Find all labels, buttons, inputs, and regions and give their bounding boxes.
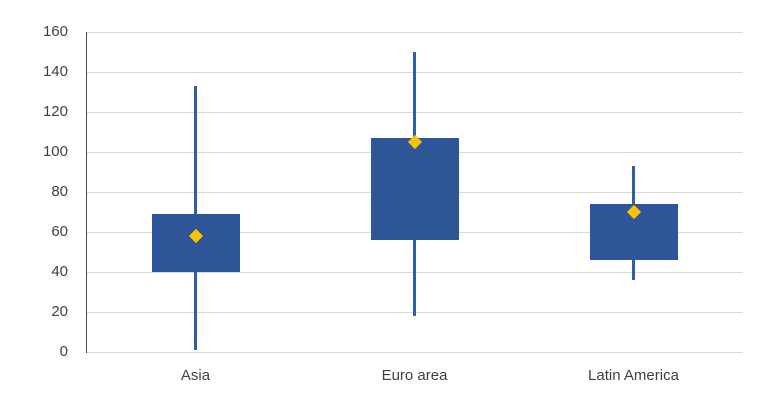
y-axis-tick-label: 0 <box>59 343 68 360</box>
x-axis-label-asia: Asia <box>180 367 211 384</box>
y-axis-tick-label: 120 <box>42 103 68 120</box>
y-axis-line <box>86 32 87 353</box>
y-gridline <box>86 32 743 33</box>
y-axis-tick-label: 100 <box>42 143 68 160</box>
y-axis-tick-label: 20 <box>51 303 68 320</box>
x-axis-label-latin-america: Latin America <box>588 367 679 384</box>
y-gridline <box>86 352 743 353</box>
y-axis-tick-label: 140 <box>42 63 68 80</box>
y-axis-tick-label: 60 <box>51 223 68 240</box>
y-axis-tick-label: 80 <box>51 183 68 200</box>
x-axis-label-euro-area: Euro area <box>381 367 448 384</box>
y-axis-tick-label: 40 <box>51 263 68 280</box>
box-euro-area <box>370 138 459 240</box>
y-axis-tick-label: 160 <box>42 23 68 40</box>
